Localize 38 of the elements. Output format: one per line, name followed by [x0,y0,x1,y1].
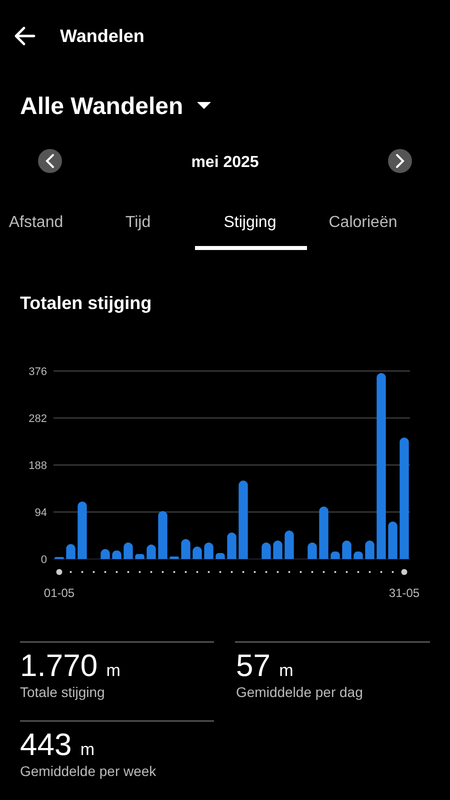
text: 443 m [20,727,95,762]
y-tick-label: 0 [40,554,47,566]
text: Wandelen [60,26,144,46]
bar [319,506,328,559]
text: Gemiddelde per dag [236,684,363,700]
bar [124,542,133,559]
y-tick-label: 376 [28,366,47,378]
chart-title: Totalen stijging [20,293,152,313]
text: 57 m [236,648,294,683]
bar [78,502,87,559]
text: 1.770 m [20,648,120,683]
text: Stijging [224,214,276,231]
bar [158,511,168,559]
text: Calorieën [328,214,398,231]
x-tick-label: 31-05 [388,586,420,600]
y-tick-label: 188 [28,460,47,472]
bar [342,540,352,559]
text: Gemiddelde per week [20,763,158,779]
bar [273,540,282,559]
y-tick-label: 94 [34,506,47,519]
bar [284,530,294,559]
text: Alle Wandelen [20,93,184,120]
bar [227,532,236,559]
bar [400,438,409,559]
x-tick-label: 01-05 [44,586,75,600]
bar [181,539,190,559]
text: Afstand [8,214,64,231]
bar [308,542,317,559]
bar [238,480,248,559]
bar [262,542,271,559]
chart-subtitle: mei 2025 [191,154,259,171]
bar [376,373,386,559]
bar [365,540,374,559]
y-tick-label: 282 [28,412,47,425]
text: Totale stijging [20,684,105,700]
bar [204,542,214,559]
text: Tijd [125,214,151,231]
bar [388,522,398,559]
